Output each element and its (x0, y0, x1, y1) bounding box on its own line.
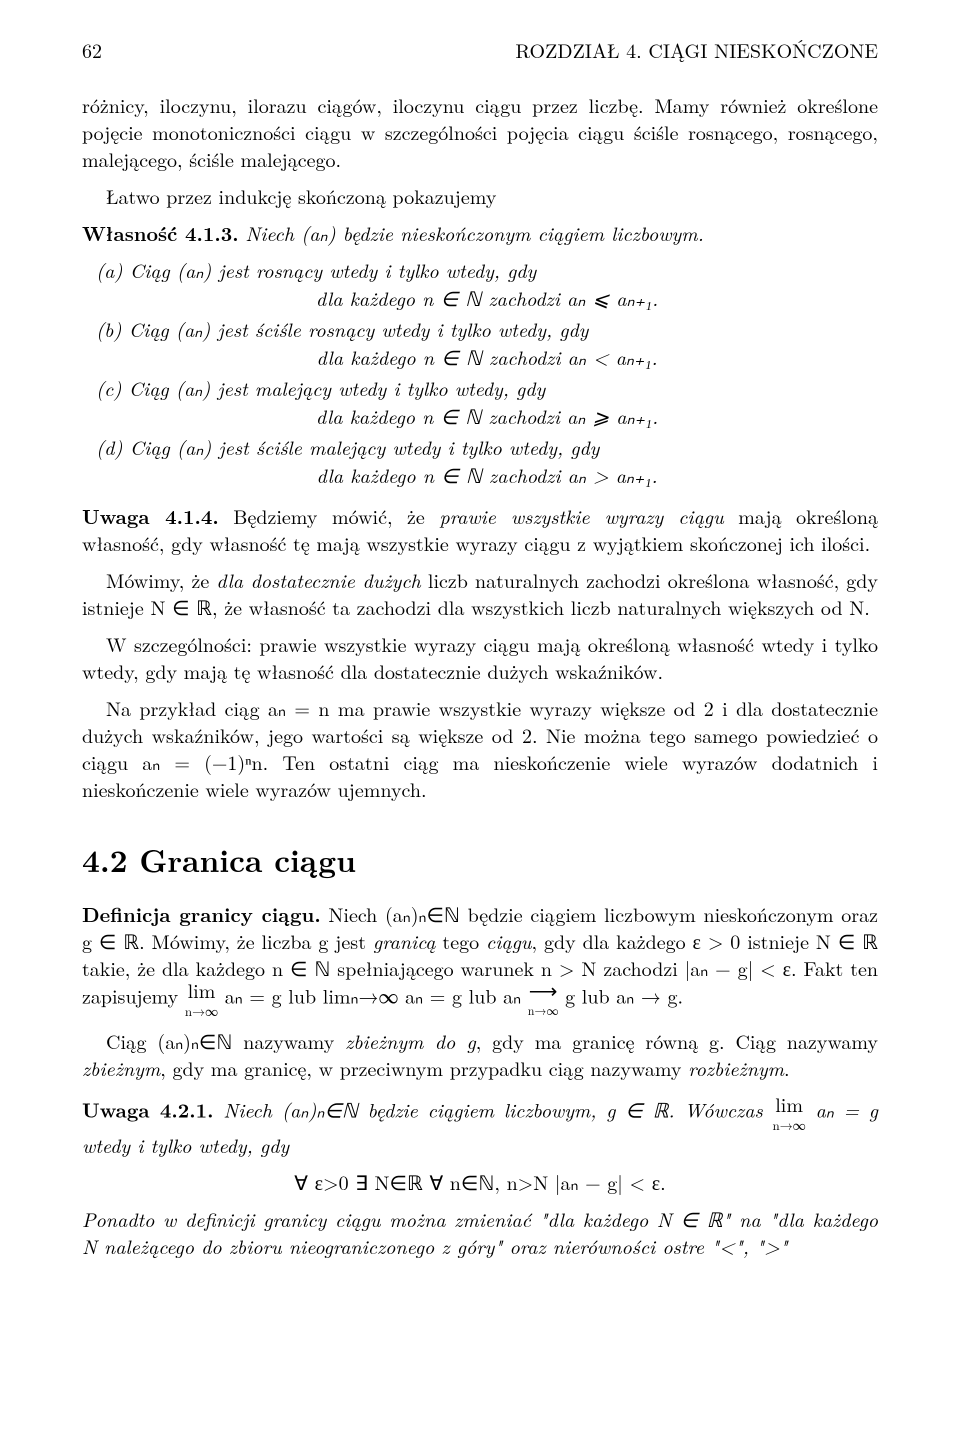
page: 62 ROZDZIAŁ 4. CIĄGI NIESKOŃCZONE różnic… (0, 0, 960, 1446)
text: , gdy ma granicę, w przeciwnym przypadku… (160, 1053, 688, 1082)
remark-4-1-4-p2: Mówimy, że dla dostatecznie dużych liczb… (82, 566, 878, 620)
emph: rozbieżnym (688, 1053, 784, 1082)
item-tag: (c) (96, 373, 122, 402)
item-text: Ciąg (aₙ) jest malejący wtedy i tylko wt… (129, 373, 545, 402)
property-item-a: (a) Ciąg (aₙ) jest rosnący wtedy i tylko… (100, 256, 878, 311)
definition-label: Definicja granicy ciągu. (82, 899, 321, 928)
lim-sub: n→∞ (528, 1002, 559, 1019)
chapter-label: ROZDZIAŁ 4. CIĄGI NIESKOŃCZONE (515, 36, 878, 63)
property-lead-text: Niech (aₙ) będzie nieskończonym ciągiem … (245, 218, 703, 247)
emph: zbieżnym do g (345, 1026, 476, 1055)
page-number: 62 (82, 36, 102, 63)
item-tag: (b) (96, 314, 122, 343)
text: Niech (aₙ)ₙ∈ℕ będzie ciągiem liczbowym, … (214, 1094, 773, 1123)
text: Ciąg (aₙ)ₙ∈ℕ nazywamy (106, 1026, 345, 1055)
remark-4-1-4-p3: W szczególności: prawie wszystkie wyrazy… (82, 630, 878, 684)
remark-4-1-4-p4: Na przykład ciąg aₙ = n ma prawie wszyst… (82, 694, 878, 802)
lim-text: lim (188, 975, 216, 1004)
induction-line: Łatwo przez indukcję skończoną pokazujem… (82, 182, 878, 209)
lim-sub: n→∞ (185, 1001, 218, 1020)
page-header: 62 ROZDZIAŁ 4. CIĄGI NIESKOŃCZONE (82, 36, 878, 63)
definition-paragraph: Definicja granicy ciągu. Niech (aₙ)ₙ∈ℕ b… (82, 900, 878, 1017)
text: . (784, 1053, 790, 1082)
lim-text: lim (775, 1089, 803, 1118)
emph: zbieżnym (82, 1053, 160, 1082)
text: Mówimy, że (106, 565, 216, 594)
item-text: Ciąg (aₙ) jest ściśle malejący wtedy i t… (130, 432, 600, 461)
property-lead: Własność 4.1.3. Niech (aₙ) będzie niesko… (82, 219, 878, 246)
text: , gdy ma granicę równą g. Ciąg nazywamy (476, 1026, 878, 1055)
remark-4-1-4-p1: Uwaga 4.1.4. Będziemy mówić, że prawie w… (82, 502, 878, 556)
item-condition: dla każdego n ∈ ℕ zachodzi aₙ ⩾ aₙ₊₁. (100, 402, 878, 429)
emph: granicą (373, 926, 436, 955)
item-condition: dla każdego n ∈ ℕ zachodzi aₙ > aₙ₊₁. (100, 461, 878, 488)
item-text: Ciąg (aₙ) jest rosnący wtedy i tylko wte… (130, 255, 536, 284)
item-text: Ciąg (aₙ) jest ściśle rosnący wtedy i ty… (129, 314, 589, 343)
remark-label: Uwaga 4.2.1. (82, 1094, 214, 1123)
remark-4-2-1: Uwaga 4.2.1. Niech (aₙ)ₙ∈ℕ będzie ciągie… (82, 1095, 878, 1158)
remark-label: Uwaga 4.1.4. (82, 501, 219, 530)
definition-paragraph-2: Ciąg (aₙ)ₙ∈ℕ nazywamy zbieżnym do g, gdy… (82, 1027, 878, 1081)
remark-formula: ∀ ε>0 ∃ N∈ℝ ∀ n∈ℕ, n>N |aₙ − g| < ε. (82, 1168, 878, 1195)
emph: ciągu (486, 926, 532, 955)
text: tego (436, 926, 487, 955)
arrow-icon: ⟶ (529, 975, 558, 1004)
intro-paragraph: różnicy, iloczynu, ilorazu ciągów, ilocz… (82, 91, 878, 172)
item-tag: (a) (96, 255, 123, 284)
emph: prawie wszystkie wyrazy ciągu (439, 501, 723, 530)
property-4-1-3: Własność 4.1.3. Niech (aₙ) będzie niesko… (82, 219, 878, 488)
remark-tail: Ponadto w definicji granicy ciągu można … (82, 1205, 878, 1259)
item-condition: dla każdego n ∈ ℕ zachodzi aₙ < aₙ₊₁. (100, 343, 878, 370)
text: g lub aₙ → g. (558, 980, 683, 1009)
property-item-c: (c) Ciąg (aₙ) jest malejący wtedy i tylk… (100, 374, 878, 429)
property-label: Własność 4.1.3. (82, 218, 239, 247)
lim-sub: n→∞ (772, 1115, 805, 1134)
text: aₙ = g lub limₙ→∞ aₙ = g lub aₙ (218, 980, 528, 1009)
item-condition: dla każdego n ∈ ℕ zachodzi aₙ ⩽ aₙ₊₁. (100, 284, 878, 311)
section-heading-4-2: 4.2 Granica ciągu (82, 840, 878, 882)
text: Będziemy mówić, że (233, 501, 439, 530)
item-tag: (d) (96, 432, 123, 461)
property-item-b: (b) Ciąg (aₙ) jest ściśle rosnący wtedy … (100, 315, 878, 370)
property-item-d: (d) Ciąg (aₙ) jest ściśle malejący wtedy… (100, 433, 878, 488)
emph: dla dostatecznie dużych (216, 565, 420, 594)
